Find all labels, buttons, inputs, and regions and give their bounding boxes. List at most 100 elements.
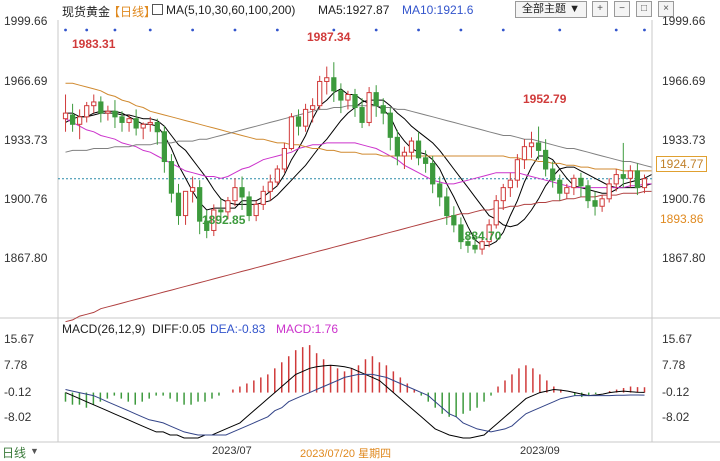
candle-body <box>592 200 598 207</box>
candle-body <box>535 142 542 151</box>
candle-body <box>140 123 146 129</box>
candle-body <box>126 118 132 123</box>
theme-select-label: 全部主题 <box>522 3 567 15</box>
period-button[interactable]: 日线 <box>2 446 27 460</box>
theme-select-button[interactable]: 全部主题 ▼ <box>515 1 587 18</box>
candle-body <box>380 105 386 114</box>
candle-body <box>218 209 224 213</box>
ma-line-ma100 <box>65 105 652 168</box>
event-marker-dot <box>233 28 237 32</box>
candle-body <box>543 149 549 170</box>
ma5-value: MA5:1927.87 <box>318 3 390 17</box>
macd-value: MACD:1.76 <box>276 322 339 336</box>
ma10-value: MA10:1921.6 <box>402 3 474 17</box>
event-marker-dot <box>64 28 67 32</box>
macd-y-tick-right: 7.78 <box>662 358 686 372</box>
candle-body <box>514 159 521 181</box>
candle-body <box>204 220 210 231</box>
candle-body <box>133 118 139 129</box>
cursor-date-label: 2023/07/20 星期四 <box>300 448 392 460</box>
macd-line-diff <box>65 364 645 439</box>
candle-body <box>331 77 337 92</box>
candle-body <box>161 131 167 163</box>
candle-body <box>444 196 450 217</box>
ma-label[interactable]: MA(5,10,30,60,100,200) <box>166 3 296 17</box>
ma-indicator-checkbox[interactable] <box>152 4 163 15</box>
candle-body <box>84 105 90 118</box>
candle-body <box>281 148 288 170</box>
macd-y-tick-left: -8.02 <box>4 410 32 424</box>
candle-body <box>260 190 266 205</box>
candle-body <box>175 192 182 217</box>
candle-body <box>302 108 309 127</box>
candle-body <box>288 116 295 150</box>
candle-body <box>641 178 648 189</box>
candle-body <box>274 168 280 183</box>
ma-line-ma200 <box>65 190 652 323</box>
candle-body <box>352 94 358 109</box>
x-date-label: 2023/09 <box>520 445 560 457</box>
event-marker-dot <box>113 28 117 32</box>
candle-body <box>77 116 83 125</box>
candle-body <box>479 241 485 250</box>
candle-body <box>430 162 436 185</box>
macd-y-tick-right: -0.12 <box>662 385 690 399</box>
candle-body <box>415 140 422 159</box>
candle-body <box>112 110 118 118</box>
y-tick-right: 1900.76 <box>662 192 706 206</box>
candle-body <box>486 224 492 243</box>
candle-body <box>550 168 556 181</box>
candle-body <box>147 121 153 125</box>
candle-body <box>366 92 372 123</box>
candle-body <box>458 224 464 243</box>
candle-body <box>627 170 633 179</box>
candle-body <box>267 181 273 192</box>
high-annotation: 1983.31 <box>72 37 116 51</box>
candle-body <box>119 116 125 123</box>
period-button-arrow[interactable]: ▼ <box>30 446 39 456</box>
y-tick-left: 1900.76 <box>4 192 48 206</box>
y-tick-right: 1867.80 <box>662 251 706 265</box>
zoom-in-icon[interactable]: + <box>592 1 608 17</box>
candle-body <box>168 161 175 194</box>
event-marker-dot <box>501 28 505 32</box>
low-annotation: 1892.85 <box>202 213 246 227</box>
secondary-price-label: 1893.86 <box>660 212 704 226</box>
current-price-box: 1924.77 <box>656 156 708 172</box>
candle-body <box>606 183 612 200</box>
candle-body <box>387 112 393 138</box>
candle-body <box>62 112 69 120</box>
candle-body <box>564 187 570 194</box>
candle-body <box>472 244 478 250</box>
event-marker-dot <box>558 28 562 32</box>
candle-body <box>578 177 584 187</box>
y-tick-right: 1999.66 <box>662 14 706 28</box>
candle-body <box>634 170 641 189</box>
candle-body <box>408 140 415 153</box>
candle-body <box>239 187 245 198</box>
candle-body <box>211 209 217 231</box>
candle-body <box>345 94 351 101</box>
candle-body <box>154 121 160 133</box>
candle-body <box>599 198 605 207</box>
high-annotation: 1987.34 <box>307 30 351 44</box>
expand-icon[interactable]: □ <box>636 1 652 17</box>
event-marker-dot <box>191 28 195 32</box>
high-annotation: 1952.79 <box>523 92 567 106</box>
macd-y-tick-right: 15.67 <box>662 332 693 346</box>
candle-body <box>465 241 471 246</box>
candle-body <box>310 105 316 110</box>
event-marker-dot <box>332 28 336 32</box>
close-icon[interactable]: × <box>658 1 674 17</box>
event-marker-dot <box>459 28 463 32</box>
y-tick-right: 1933.73 <box>662 133 706 147</box>
candle-body <box>373 92 379 107</box>
event-marker-dot <box>614 28 618 32</box>
event-marker-dot <box>374 28 378 32</box>
event-marker-dot <box>275 28 279 32</box>
chevron-down-icon: ▼ <box>569 3 580 15</box>
event-marker-dot <box>417 28 420 32</box>
zoom-out-icon[interactable]: − <box>614 1 630 17</box>
candle-body <box>571 177 577 189</box>
